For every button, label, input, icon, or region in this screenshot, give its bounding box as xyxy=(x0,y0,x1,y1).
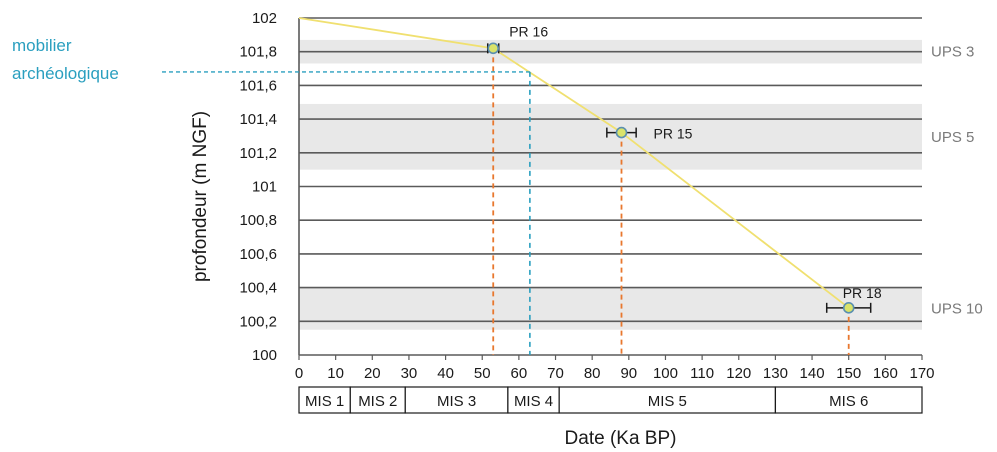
y-tick-label: 101,8 xyxy=(239,44,277,61)
x-tick-label: 0 xyxy=(295,365,303,382)
gridlines xyxy=(298,17,923,360)
mis-stage-cell xyxy=(774,386,923,414)
mis-stage-label: MIS 1 xyxy=(305,393,344,410)
y-tick-label: 100,2 xyxy=(239,313,277,330)
ups-bands xyxy=(299,39,922,330)
drop-lines xyxy=(492,48,850,355)
x-tick-label: 170 xyxy=(909,365,934,382)
y-tick-label: 101,6 xyxy=(239,77,277,94)
x-tick-label: 20 xyxy=(364,365,381,382)
y-tick-label: 101,2 xyxy=(239,145,277,162)
mis-stage-cell xyxy=(558,386,777,414)
x-tick-label: 40 xyxy=(437,365,454,382)
mis-stage-cell xyxy=(404,386,509,414)
point-label: PR 18 xyxy=(843,285,882,301)
ups-label: UPS 3 xyxy=(931,44,974,61)
age-model-polyline xyxy=(298,17,850,309)
data-point xyxy=(615,126,628,139)
x-tick-label: 30 xyxy=(401,365,418,382)
x-tick-label: 120 xyxy=(726,365,751,382)
x-tick-label: 150 xyxy=(836,365,861,382)
x-tick-labels: 0 10 20 30 40 50 60 70 80 90 100 110 120 130 140 150 160… xyxy=(295,365,935,382)
mis-stage-label: MIS 5 xyxy=(648,393,687,410)
mis-stage-label: MIS 3 xyxy=(437,393,476,410)
y-tick-label: 101 xyxy=(252,179,277,196)
annotation-text-line1: mobilier xyxy=(12,36,72,55)
x-tick-label: 100 xyxy=(653,365,678,382)
age-model-line xyxy=(298,17,850,309)
x-tick-label: 10 xyxy=(327,365,344,382)
x-tick-label: 80 xyxy=(584,365,601,382)
ups-label: UPS 10 xyxy=(931,301,983,318)
data-points: PR 16 PR 15 PR 18 xyxy=(486,23,882,314)
ups-band xyxy=(299,103,922,170)
data-point xyxy=(487,42,500,55)
x-tick-label: 110 xyxy=(690,365,714,382)
y-axis-label: profondeur (m NGF) xyxy=(190,111,211,282)
mis-stage-bar: MIS 1 MIS 2 MIS 3 MIS 4 MIS 5 MIS 6 xyxy=(298,386,923,414)
y-tick-label: 100,6 xyxy=(239,246,277,263)
y-tick-label: 100,8 xyxy=(239,212,277,229)
annotation-mobilier: mobilier archéologique xyxy=(12,36,531,355)
point-label: PR 16 xyxy=(509,23,548,39)
mis-stage-cell xyxy=(349,386,406,414)
annotation-text-line2: archéologique xyxy=(12,64,119,83)
x-tick-label: 130 xyxy=(763,365,788,382)
x-tick-label: 140 xyxy=(800,365,825,382)
data-point xyxy=(842,302,855,314)
y-tick-label: 100 xyxy=(252,347,277,364)
ups-band xyxy=(299,287,922,330)
point-label: PR 15 xyxy=(653,126,692,142)
mis-stage-cell xyxy=(507,386,560,414)
x-axis-label: Date (Ka BP) xyxy=(565,428,677,449)
x-tick-label: 60 xyxy=(511,365,528,382)
mis-stage-label: MIS 2 xyxy=(358,393,397,410)
x-tick-label: 90 xyxy=(620,365,637,382)
y-tick-labels: 100 100,2 100,4 100,6 100,8 101 101,2 101,4 101,… xyxy=(239,10,277,364)
ups-labels: UPS 3 UPS 5 UPS 10 xyxy=(931,44,983,318)
x-tick-label: 70 xyxy=(547,365,564,382)
x-tick-label: 160 xyxy=(873,365,898,382)
ups-label: UPS 5 xyxy=(931,129,974,146)
y-tick-label: 100,4 xyxy=(239,280,277,297)
mis-stage-label: MIS 6 xyxy=(829,393,868,410)
mis-stage-cell xyxy=(298,386,351,414)
x-tick-label: 50 xyxy=(474,365,491,382)
y-tick-label: 102 xyxy=(252,10,277,27)
y-tick-label: 101,4 xyxy=(239,111,277,128)
mis-stage-label: MIS 4 xyxy=(514,393,553,410)
